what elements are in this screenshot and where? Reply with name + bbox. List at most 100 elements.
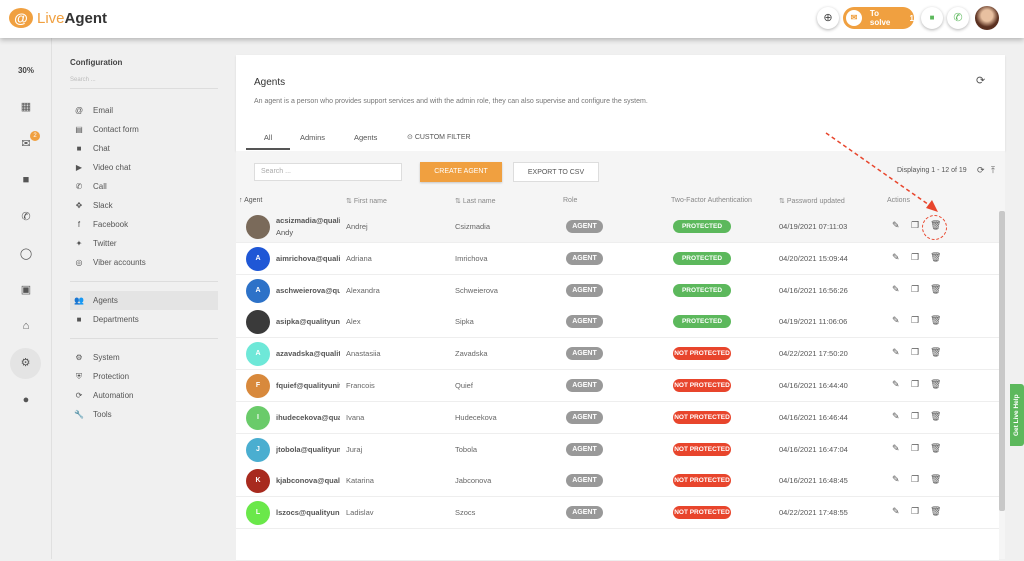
edit-icon[interactable]: ✎ [892,220,900,230]
agent-avatar: K [246,469,270,494]
agent-email[interactable]: azavadska@qualityunit.com [276,349,340,359]
refresh-icon[interactable]: ⟳ [977,165,985,175]
delete-icon[interactable]: 🗑 [930,410,942,421]
table-row[interactable]: F fquief@qualityunit.com Francois Quief … [236,370,999,402]
refresh-icon[interactable]: ⟳ [976,75,986,87]
export-csv-button[interactable]: EXPORT TO CSV [513,162,599,182]
to-solve-button[interactable]: ✉ To solve 1 [843,7,914,29]
configuration-icon[interactable]: ⚙ [10,348,41,379]
scroll-top-icon[interactable]: ⤒ [991,165,995,175]
copy-icon[interactable]: ❐ [911,442,920,453]
tab-custom-filter[interactable]: ⊙ CUSTOM FILTER [407,134,471,141]
agent-email[interactable]: fquief@qualityunit.com [276,381,340,390]
agent-email[interactable]: asipka@qualityunit.com [276,317,340,327]
copy-icon[interactable]: ❐ [911,251,920,262]
col-role[interactable]: Role [563,197,578,204]
table-row[interactable]: A azavadska@qualityunit.com Anastasiia Z… [236,338,999,371]
edit-icon[interactable]: ✎ [892,506,900,517]
copy-icon[interactable]: ❐ [911,220,920,230]
last-name: Sipka [455,317,474,327]
edit-icon[interactable]: ✎ [892,442,900,453]
copy-icon[interactable]: ❐ [911,474,920,485]
knowledgebase-icon[interactable]: ⌂ [22,320,30,332]
edit-icon[interactable]: ✎ [892,251,900,262]
config-item-protection[interactable]: ⛨ Protection [70,367,218,386]
edit-icon[interactable]: ✎ [892,347,900,358]
plugins-icon[interactable]: ● [22,394,30,406]
tickets-icon[interactable]: ✉ 2 [0,131,52,150]
table-row[interactable]: acsizmadia@qualityunit.com Andy Andrej C… [236,211,999,243]
liveagent-logo[interactable]: @ LiveAgent [9,8,107,28]
edit-icon[interactable]: ✎ [892,379,900,389]
config-item-facebook[interactable]: f Facebook [70,215,218,234]
config-item-call[interactable]: ✆ Call [70,177,218,196]
delete-icon[interactable]: 🗑 [930,474,942,485]
config-item-agents[interactable]: 👥 Agents [70,291,218,310]
create-agent-button[interactable]: CREATE AGENT [420,162,502,182]
chats-icon[interactable]: ■ [22,174,30,186]
agent-email[interactable]: acsizmadia@qualityunit.com [276,216,340,225]
agent-email[interactable]: kjabconova@qualityunit.com [276,476,340,486]
col-last-name[interactable]: ⇅ Last name [455,198,496,205]
delete-icon[interactable]: 🗑 [930,379,942,389]
delete-icon[interactable]: 🗑 [930,315,942,326]
edit-icon[interactable]: ✎ [892,283,900,294]
agent-email[interactable]: lszocs@qualityunit.com [276,508,340,518]
dashboard-icon[interactable]: ▦ [20,101,32,113]
col-password-updated[interactable]: ⇅ Password updated [779,198,845,205]
agent-email[interactable]: ihudecekova@qualityunit.com [276,412,340,422]
copy-icon[interactable]: ❐ [911,347,920,358]
config-item-tools[interactable]: 🔧 Tools [70,405,218,424]
calls-icon[interactable]: ✆ [21,211,31,223]
delete-icon[interactable]: 🗑 [930,251,942,262]
copy-icon[interactable]: ❐ [911,379,920,389]
agent-search-input[interactable]: Search ... [254,163,402,181]
config-search-input[interactable]: Search ... [70,77,218,89]
table-row[interactable]: I ihudecekova@qualityunit.com Ivana Hude… [236,401,999,434]
delete-icon[interactable]: 🗑 [930,347,942,358]
table-row[interactable]: K kjabconova@qualityunit.com Katarina Ja… [236,465,999,498]
config-item-email[interactable]: @ Email [70,101,218,120]
col-2fa[interactable]: Two-Factor Authentication [671,197,752,204]
copy-icon[interactable]: ❐ [911,410,920,421]
phone-icon[interactable]: ✆ [947,7,969,29]
edit-icon[interactable]: ✎ [892,410,900,421]
tab-agents[interactable]: Agents [354,133,378,142]
config-item-chat[interactable]: ■ Chat [70,139,218,158]
config-item-twitter[interactable]: ✦ Twitter [70,234,218,253]
chat-icon[interactable]: ■ [921,7,943,29]
table-scrollbar[interactable] [999,211,1005,511]
table-row[interactable]: A aimrichova@qualityunit.com Adriana Imr… [236,242,999,275]
config-item-slack[interactable]: ✥ Slack [70,196,218,215]
reports-icon[interactable]: ◯ [19,248,33,260]
config-item-viber-accounts[interactable]: ◎ Viber accounts [70,253,218,272]
config-item-system[interactable]: ⚙ System [70,348,218,367]
edit-icon[interactable]: ✎ [892,315,900,326]
config-item-automation[interactable]: ⟳ Automation [70,386,218,405]
agent-email[interactable]: jtobola@qualityunit.com [276,444,340,454]
col-first-name[interactable]: ⇅ First name [346,198,387,205]
config-item-contact-form[interactable]: ▤ Contact form [70,120,218,139]
user-avatar[interactable] [975,6,999,30]
copy-icon[interactable]: ❐ [911,506,920,517]
role-badge: AGENT [566,283,603,297]
tab-admins[interactable]: Admins [300,133,326,142]
get-live-help-tab[interactable]: Get Live Help [1010,384,1024,446]
copy-icon[interactable]: ❐ [911,283,920,294]
config-item-video-chat[interactable]: ▶ Video chat [70,158,218,177]
table-row[interactable]: asipka@qualityunit.com Alex Sipka AGENT … [236,306,999,339]
edit-icon[interactable]: ✎ [892,474,900,485]
agent-email[interactable]: aschweierova@qualityunit.com [276,285,340,295]
add-icon[interactable]: ⊕ [817,7,839,29]
delete-icon[interactable]: 🗑 [930,442,942,453]
table-row[interactable]: J jtobola@qualityunit.com Juraj Tobola A… [236,433,999,466]
copy-icon[interactable]: ❐ [911,315,920,326]
delete-icon[interactable]: 🗑 [930,506,942,517]
delete-icon[interactable]: 🗑 [930,283,942,294]
contacts-icon[interactable]: ▣ [20,284,32,296]
table-row[interactable]: A aschweierova@qualityunit.com Alexandra… [236,274,999,307]
table-row[interactable]: L lszocs@qualityunit.com Ladislav Szocs … [236,497,999,530]
agent-email[interactable]: aimrichova@qualityunit.com [276,253,340,263]
tab-all[interactable]: All [246,133,290,150]
config-item-departments[interactable]: ■ Departments [70,310,218,329]
